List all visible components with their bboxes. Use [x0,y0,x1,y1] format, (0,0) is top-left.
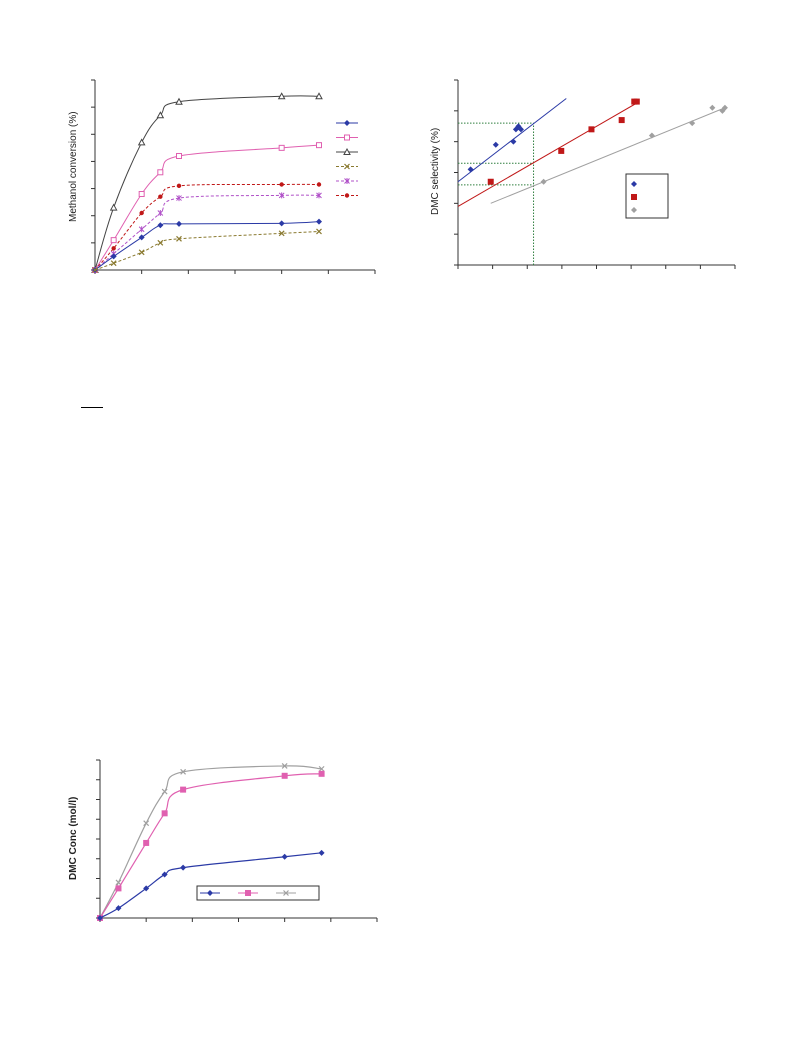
chart-1-legend-marker [344,120,350,126]
chart-2-point [721,104,728,111]
chart-3-legend-marker [207,890,213,896]
chart-2-legend-marker [631,207,637,213]
chart-1-point [138,234,145,241]
chart-1-legend-marker [344,178,350,184]
chart-1-point [175,97,183,105]
chart-2-point [588,126,595,133]
chart-2-point [558,147,565,154]
chart-3-point [318,849,325,856]
chart-2-point [689,120,696,127]
chart-2-point [517,126,524,133]
chart-3-point [161,788,168,795]
chart-3-point [281,853,288,860]
chart-1-point [109,203,118,211]
chart-1-point [157,210,164,216]
chart-1-point [316,182,322,187]
chart-3-y-axis-title: DMC Conc (mol/l) [68,796,79,880]
chart-1-point [110,260,117,267]
chart-2-point [487,178,494,185]
chart-3-point [161,871,168,878]
chart-1-point [315,92,323,100]
footnote-rule [81,407,103,408]
chart-1-point [139,210,144,216]
chart-2-point [618,117,625,124]
chart-2-point [633,98,640,105]
chart-3-point [180,864,187,871]
chart-1-point [138,191,145,197]
chart-2-point [540,178,547,185]
chart-1-legend-marker [344,163,350,170]
chart-1-point [316,142,322,149]
chart-2-point [709,104,716,111]
chart-1-point [279,182,284,187]
chart-2-fit-line [490,107,726,204]
chart-1-point [92,267,98,273]
chart-1-point [176,235,182,242]
chart-1-point [316,228,322,235]
chart-3-point [281,772,288,779]
chart-2-point [510,138,517,145]
chart-1-legend-marker [344,134,350,141]
chart-1-point [110,253,117,260]
chart-2-legend-marker [631,181,637,187]
chart-1-point [157,169,164,176]
chart-3-point [143,885,150,892]
chart-1-point [110,237,117,244]
chart-3-point [143,820,150,827]
chart-2-point [648,132,655,139]
chart-1-point [137,138,146,146]
chart-1-point [176,153,182,159]
chart-2-fit-line [457,101,640,207]
chart-1-legend-marker [344,193,350,198]
chart-3-point [115,905,122,912]
chart-3-legend-marker [245,890,251,896]
chart-2-point [492,141,499,148]
chart-1-point [278,144,285,151]
chart-1-point [316,192,322,199]
chart-1-point [156,111,165,119]
chart-2-legend-marker [631,194,637,200]
chart-1-point [111,246,116,251]
chart-1-point [138,249,145,256]
chart-1-point [278,192,285,199]
chart-1-point [176,195,182,202]
chart-3-legend-marker [283,890,289,896]
chart-1-point [277,92,286,100]
chart-1-point [176,220,182,227]
chart-1-point [138,226,145,233]
chart-3-point [318,770,325,777]
chart-3-series-line [99,852,322,919]
chart-3-point [161,810,168,817]
chart-1-point [278,230,285,237]
chart-1-point [158,194,163,199]
chart-3-point [318,765,325,772]
chart-3-point [97,915,103,921]
chart-2-point [467,166,474,173]
chart-3-point [115,879,122,886]
chart-1-point [176,183,182,189]
chart-3-point [281,763,288,769]
chart-1-legend-marker [343,147,351,155]
chart-3-point [180,768,187,775]
chart-3-point [143,839,150,846]
chart-1-point [278,220,285,227]
chart-1-point [157,239,164,246]
chart-1-point [316,218,322,225]
chart-3-point [115,885,122,892]
chart-1-point [157,222,164,229]
chart-3-point [180,786,187,793]
